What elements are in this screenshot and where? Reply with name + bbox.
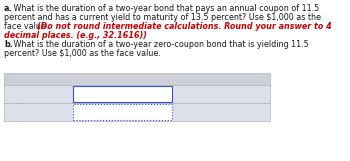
- Text: b.: b.: [5, 108, 13, 117]
- Text: a.: a.: [5, 90, 13, 99]
- Text: percent? Use $1,000 as the face value.: percent? Use $1,000 as the face value.: [4, 49, 161, 58]
- Text: Duration: Duration: [25, 90, 60, 99]
- Text: face value.: face value.: [4, 22, 51, 31]
- Text: percent and has a current yield to maturity of 13.5 percent? Use $1,000 as the: percent and has a current yield to matur…: [4, 13, 321, 22]
- Text: years: years: [177, 108, 199, 117]
- Text: What is the duration of a two-year bond that pays an annual coupon of 11.5: What is the duration of a two-year bond …: [11, 4, 319, 13]
- Text: (Do not round intermediate calculations. Round your answer to 4: (Do not round intermediate calculations.…: [37, 22, 332, 31]
- Text: What is the duration of a two-year zero-coupon bond that is yielding 11.5: What is the duration of a two-year zero-…: [11, 40, 309, 49]
- Text: a.: a.: [4, 4, 13, 13]
- Text: b.: b.: [4, 40, 13, 49]
- Text: Duration: Duration: [25, 108, 60, 117]
- Text: years: years: [177, 90, 199, 99]
- Text: decimal places. (e.g., 32.1616)): decimal places. (e.g., 32.1616)): [4, 31, 147, 40]
